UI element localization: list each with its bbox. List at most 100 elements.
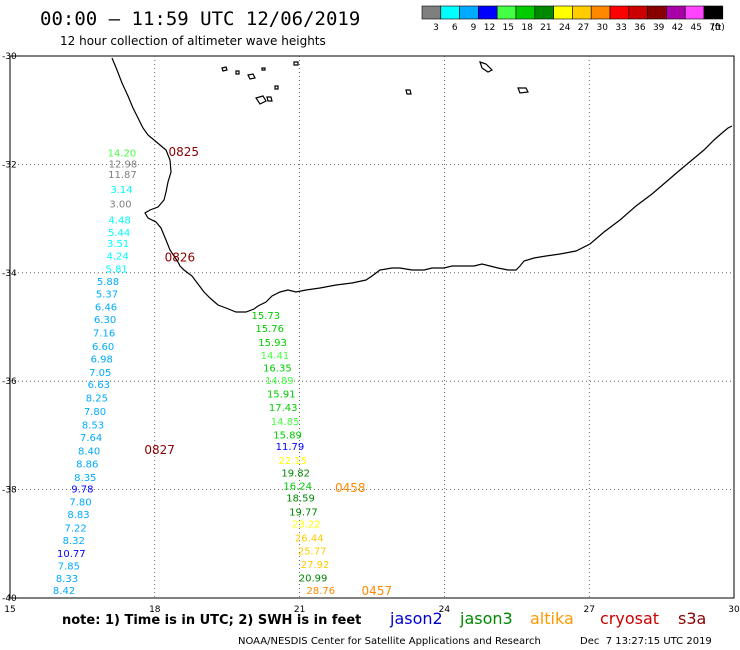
- legend-label: 42: [672, 23, 683, 33]
- swh-value-label: 8.86: [76, 460, 98, 471]
- legend-swatch: [628, 5, 648, 20]
- swh-value-label: 14.85: [271, 417, 300, 428]
- swh-value-label: 14.89: [265, 376, 294, 387]
- legend-label: 30: [597, 23, 609, 33]
- swh-value-label: 28.76: [307, 586, 336, 597]
- swh-value-label: 16.35: [263, 364, 292, 375]
- swh-value-label: 14.41: [261, 351, 290, 362]
- legend-swatch: [478, 5, 498, 20]
- pass-time-label: 0826: [165, 251, 196, 265]
- island-8: [293, 61, 299, 66]
- legend-label: 33: [615, 23, 626, 33]
- footer-timestamp: Dec 7 13:27:15 UTC 2019: [580, 636, 712, 647]
- swh-value-label: 25.77: [298, 546, 327, 557]
- legend-swatch: [703, 5, 724, 20]
- legend-swatch: [459, 5, 479, 20]
- lat-lon-grid: [10, 56, 734, 598]
- swh-value-label: 6.63: [88, 380, 110, 391]
- legend-swatch: [590, 5, 611, 20]
- satellite-altika-label: altika: [530, 609, 574, 628]
- axis-tick-labels: 15 18 21 24 27 30 -30 -32 -34 -36 -38 -40: [2, 52, 740, 615]
- swh-value-label: 27.92: [301, 560, 330, 571]
- legend-label: 9: [471, 23, 477, 33]
- swh-value-label: 8.40: [78, 447, 100, 458]
- lon-tick-label: 24: [439, 605, 451, 615]
- swh-value-label: 15.76: [255, 324, 284, 335]
- island-7: [274, 85, 279, 90]
- legend-label: 39: [653, 23, 665, 33]
- legend-swatch: [666, 5, 686, 20]
- swh-value-label: 4.48: [108, 216, 130, 227]
- track-cryosat: 5.885.37 6.46 6.30 7.16 6.606.98 7.056.63 8.25…: [80, 251, 195, 444]
- island-11: [517, 87, 529, 94]
- swh-value-label: 15.91: [267, 390, 296, 401]
- swh-value-label: 19.77: [289, 507, 318, 518]
- island-10: [405, 89, 412, 95]
- lat-tick-label: -32: [2, 160, 17, 170]
- lon-tick-label: 27: [583, 605, 594, 615]
- swh-value-label: 7.22: [65, 524, 87, 535]
- pass-time-label: 0457: [362, 584, 393, 598]
- legend-swatch: [553, 5, 573, 20]
- swh-value-label: 6.98: [91, 354, 113, 365]
- swh-value-label: 12.98: [109, 159, 138, 170]
- satellite-s3a-label: s3a: [678, 609, 706, 628]
- swh-value-label: 10.77: [57, 549, 86, 560]
- satellite-legend: jason2 jason3 altika cryosat s3a: [389, 609, 706, 628]
- lon-tick-label: 21: [294, 605, 305, 615]
- swh-value-label: 4.24: [107, 251, 129, 262]
- swh-value-label: 18.59: [286, 494, 315, 505]
- swh-value-label: 7.05: [89, 368, 111, 379]
- legend-swatch: [421, 5, 442, 20]
- legend-label: 12: [484, 23, 495, 33]
- swh-value-label: 16.24: [283, 481, 312, 492]
- coastline: [111, 57, 733, 313]
- swh-value-label: 7.80: [84, 407, 106, 418]
- legend-label: 24: [559, 23, 571, 33]
- island-5: [255, 95, 267, 105]
- island-6: [266, 96, 273, 102]
- satellite-cryosat-label: cryosat: [600, 609, 659, 628]
- track-jason3: 18.59 19.77 23.22 26.44 25.77 27.92 20.99 28.76…: [286, 494, 392, 598]
- pass-time-label: 0458: [335, 481, 366, 495]
- swh-value-label: 5.37: [96, 289, 118, 300]
- swh-value-label: 8.83: [67, 510, 89, 521]
- lat-tick-label: -36: [2, 377, 17, 387]
- swh-value-label: 20.99: [299, 573, 328, 584]
- lat-tick-label: -40: [2, 594, 17, 604]
- legend-label: 45: [691, 23, 702, 33]
- island-4: [261, 67, 266, 71]
- legend-swatch: [496, 5, 517, 20]
- swh-value-label: 6.46: [95, 302, 117, 313]
- legend-label: 36: [634, 23, 646, 33]
- footer-note: note: 1) Time is in UTC; 2) SWH is in fe…: [62, 613, 361, 628]
- legend-swatch: [534, 5, 554, 20]
- satellite-tracks: 14.2012.9811.873.143.004.485.443.514.245…: [53, 145, 392, 598]
- legend-swatch: [647, 5, 667, 20]
- swh-value-label: 23.22: [292, 520, 321, 531]
- swh-value-label: 3.00: [109, 199, 131, 210]
- legend-swatch: [609, 5, 630, 20]
- swh-value-label: 5.88: [97, 277, 119, 288]
- map-title: 00:00 – 11:59 UTC 12/06/2019: [40, 8, 360, 30]
- island-9: [479, 61, 494, 73]
- legend-swatch: [684, 5, 705, 20]
- footer-credit: NOAA/NESDIS Center for Satellite Applica…: [238, 636, 541, 647]
- swh-value-label: 7.16: [93, 328, 115, 339]
- swh-value-label: 11.87: [108, 170, 137, 181]
- swh-value-label: 8.42: [53, 586, 75, 597]
- swh-value-label: 17.43: [269, 403, 298, 414]
- swh-value-label: 11.79: [276, 442, 305, 453]
- swh-value-label: 15.89: [273, 430, 302, 441]
- swh-value-label: 8.33: [56, 574, 78, 585]
- lat-tick-label: -30: [2, 52, 17, 62]
- satellite-jason2-label: jason2: [389, 609, 443, 628]
- color-scale-legend: 3 6 9 12 15 18 21 24 27 30 33 36 39 42 45 70(ft): [421, 5, 725, 33]
- island-1: [221, 66, 228, 72]
- pass-time-label: 0825: [168, 145, 199, 159]
- lon-tick-label: 30: [728, 605, 740, 615]
- legend-label: 21: [540, 23, 551, 33]
- plot-frame: [9, 55, 735, 599]
